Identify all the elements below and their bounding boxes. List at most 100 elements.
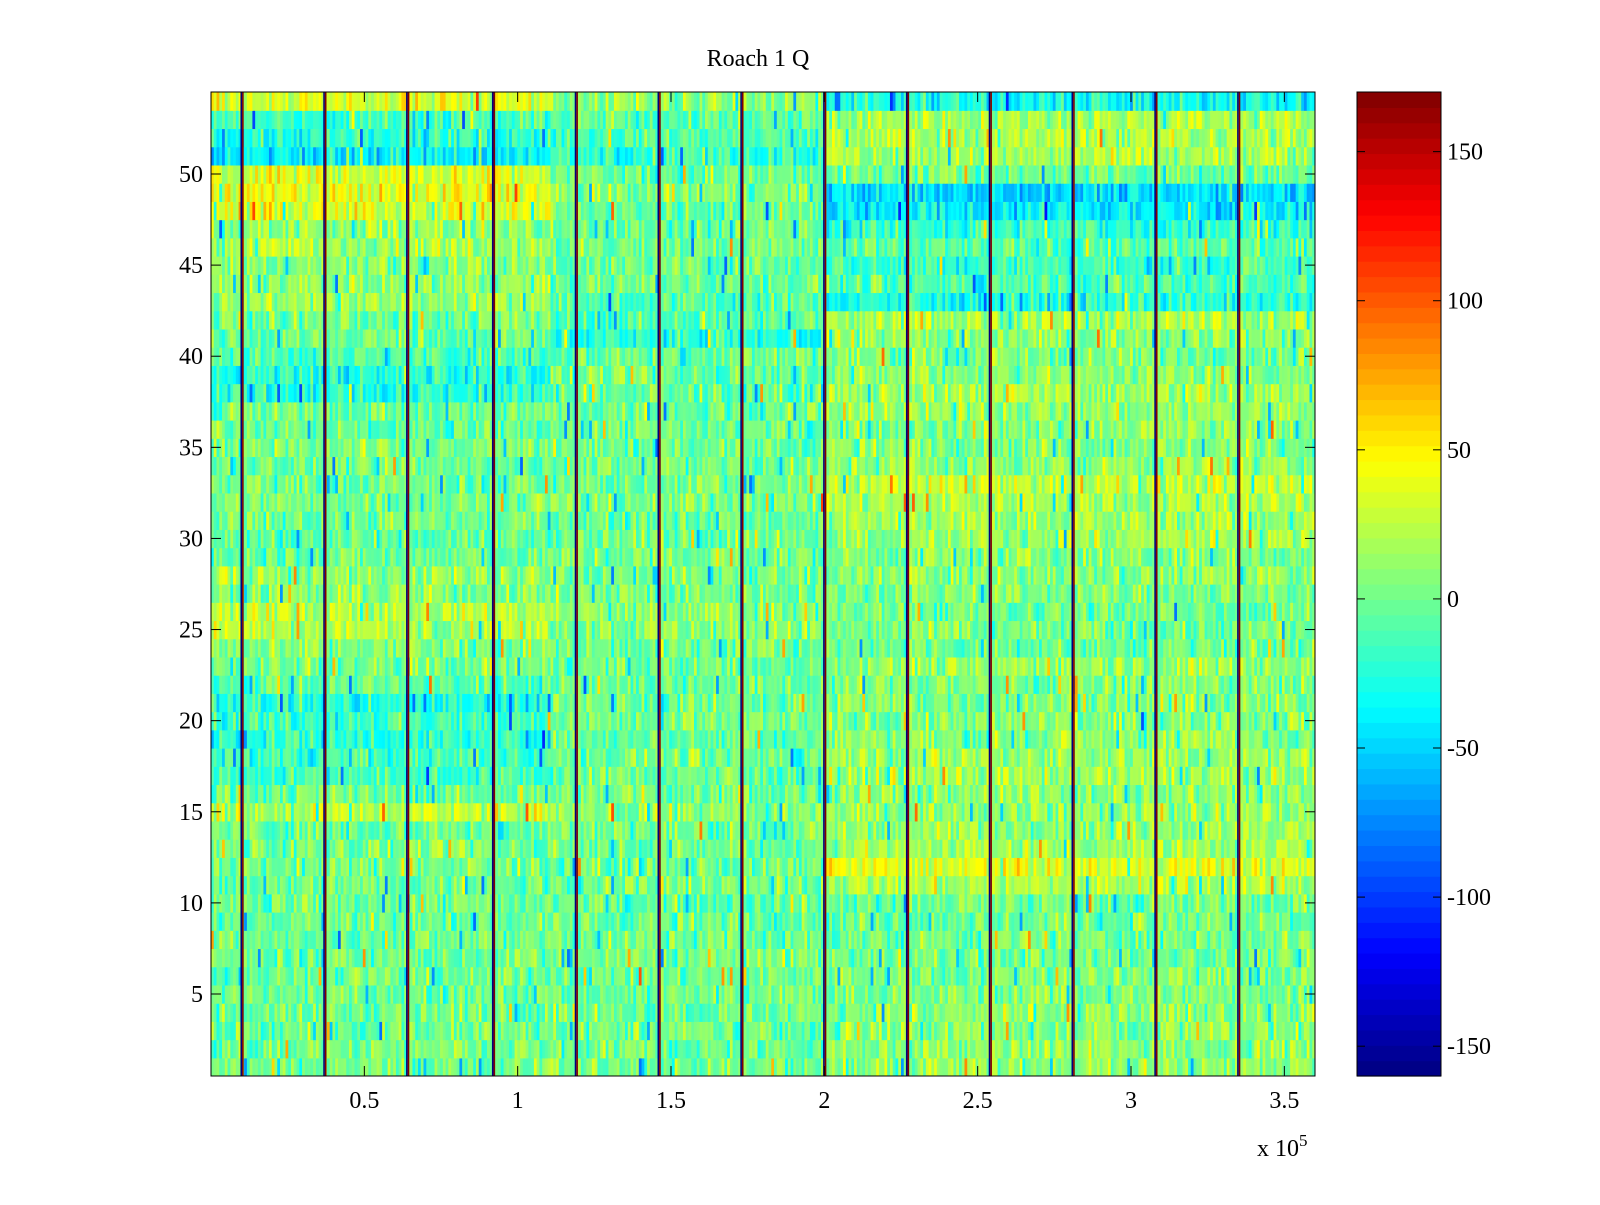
- heatmap-cell: [903, 930, 908, 950]
- heatmap-cell: [743, 1039, 748, 1059]
- heatmap-cell: [691, 966, 695, 986]
- heatmap-cell: [680, 1039, 684, 1059]
- heatmap-cell: [246, 1021, 251, 1041]
- heatmap-cell: [315, 893, 320, 913]
- heatmap-cell: [636, 875, 640, 895]
- heatmap-cell: [1016, 893, 1021, 913]
- heatmap-cell: [459, 948, 463, 968]
- heatmap-cell: [873, 930, 877, 950]
- heatmap-cell: [277, 1003, 281, 1022]
- heatmap-cell: [384, 1057, 389, 1076]
- heatmap-cell: [1254, 1021, 1258, 1041]
- heatmap-cell: [260, 1039, 265, 1059]
- heatmap-cell: [909, 1021, 913, 1041]
- heatmap-cell: [928, 1057, 932, 1076]
- heatmap-cell: [249, 966, 253, 986]
- heatmap-cell: [727, 857, 731, 877]
- heatmap-cell: [487, 930, 491, 950]
- heatmap-cell: [947, 1021, 952, 1041]
- heatmap-cell: [771, 912, 775, 931]
- heatmap-cell: [1050, 1003, 1054, 1022]
- heatmap-cell: [354, 893, 358, 913]
- heatmap-cell: [489, 893, 494, 913]
- heatmap-cell: [473, 1057, 477, 1076]
- heatmap-cell: [1251, 893, 1255, 913]
- heatmap-cell: [304, 1003, 309, 1022]
- heatmap-cell: [674, 948, 679, 968]
- heatmap-cell: [878, 912, 883, 931]
- heatmap-cell: [663, 966, 667, 986]
- heatmap-cell: [216, 857, 220, 877]
- heatmap-cell: [1116, 1021, 1120, 1041]
- heatmap-cell: [288, 984, 292, 1004]
- heatmap-cell: [578, 912, 582, 931]
- heatmap-cell: [404, 1003, 408, 1022]
- heatmap-cell: [677, 1039, 681, 1059]
- heatmap-cell: [1152, 1021, 1156, 1041]
- heatmap-cell: [1025, 984, 1029, 1004]
- heatmap-cell: [1113, 1039, 1117, 1059]
- heatmap-cell: [310, 984, 314, 1004]
- heatmap-cell: [1309, 912, 1313, 931]
- heatmap-cell: [616, 1021, 621, 1041]
- heatmap-cell: [302, 1003, 306, 1022]
- heatmap-cell: [252, 984, 256, 1004]
- heatmap-cell: [1041, 912, 1046, 931]
- heatmap-cell: [881, 893, 886, 913]
- heatmap-cell: [390, 984, 394, 1004]
- heatmap-cell: [746, 948, 750, 968]
- heatmap-cell: [431, 948, 436, 968]
- heatmap-cell: [453, 1057, 458, 1076]
- heatmap-cell: [1052, 1003, 1057, 1022]
- heatmap-cell: [1301, 912, 1305, 931]
- heatmap-cell: [558, 984, 563, 1004]
- heatmap-cell: [572, 1039, 576, 1059]
- heatmap-cell: [1063, 930, 1068, 950]
- heatmap-cell: [1179, 1039, 1184, 1059]
- heatmap-cell: [702, 930, 706, 950]
- heatmap-cell: [462, 1003, 466, 1022]
- heatmap-cell: [235, 948, 240, 968]
- heatmap-cell: [451, 1057, 455, 1076]
- heatmap-cell: [382, 1057, 386, 1076]
- heatmap-cell: [790, 966, 794, 986]
- heatmap-cell: [1276, 875, 1280, 895]
- heatmap-cell: [738, 948, 742, 968]
- heatmap-cell: [1000, 875, 1004, 895]
- heatmap-cell: [365, 966, 369, 986]
- heatmap-cell: [1215, 948, 1219, 968]
- heatmap-cell: [1094, 948, 1098, 968]
- heatmap-cell: [837, 1021, 841, 1041]
- heatmap-cell: [489, 948, 494, 968]
- heatmap-cell: [691, 912, 695, 931]
- heatmap-cell: [809, 1057, 814, 1076]
- heatmap-cell: [266, 984, 270, 1004]
- heatmap-cell: [550, 1039, 554, 1059]
- heatmap-cell: [1174, 893, 1178, 913]
- heatmap-cell: [429, 966, 433, 986]
- heatmap-cell: [382, 984, 386, 1004]
- heatmap-cell: [1014, 1021, 1018, 1041]
- heatmap-cell: [1157, 948, 1162, 968]
- heatmap-cell: [343, 948, 347, 968]
- heatmap-cell: [881, 1003, 886, 1022]
- heatmap-cell: [376, 893, 380, 913]
- heatmap-cell: [981, 1057, 985, 1076]
- heatmap-cell: [666, 1057, 670, 1076]
- heatmap-cell: [931, 875, 935, 895]
- heatmap-cell: [1268, 1021, 1272, 1041]
- heatmap-cell: [1011, 966, 1015, 986]
- heatmap-cell: [1174, 966, 1178, 986]
- heatmap-cell: [440, 1021, 444, 1041]
- heatmap-cell: [622, 966, 626, 986]
- heatmap-cell: [1003, 1003, 1007, 1022]
- heatmap-cell: [274, 948, 278, 968]
- heatmap-cell: [602, 857, 607, 877]
- heatmap-cell: [613, 984, 618, 1004]
- heatmap-cell: [401, 857, 405, 877]
- heatmap-cell: [732, 930, 736, 950]
- heatmap-cell: [652, 912, 656, 931]
- heatmap-cell: [961, 1021, 966, 1041]
- heatmap-cell: [368, 893, 372, 913]
- heatmap-cell: [481, 912, 485, 931]
